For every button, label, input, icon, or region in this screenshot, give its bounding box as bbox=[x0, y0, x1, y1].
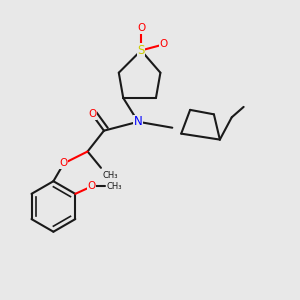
Text: N: N bbox=[134, 115, 142, 128]
Text: O: O bbox=[60, 158, 68, 168]
Text: O: O bbox=[159, 40, 167, 50]
Text: CH₃: CH₃ bbox=[106, 182, 122, 191]
Text: S: S bbox=[137, 44, 145, 57]
Text: CH₃: CH₃ bbox=[102, 171, 118, 180]
Text: O: O bbox=[137, 23, 145, 33]
Text: O: O bbox=[88, 182, 96, 191]
Text: O: O bbox=[88, 109, 96, 119]
